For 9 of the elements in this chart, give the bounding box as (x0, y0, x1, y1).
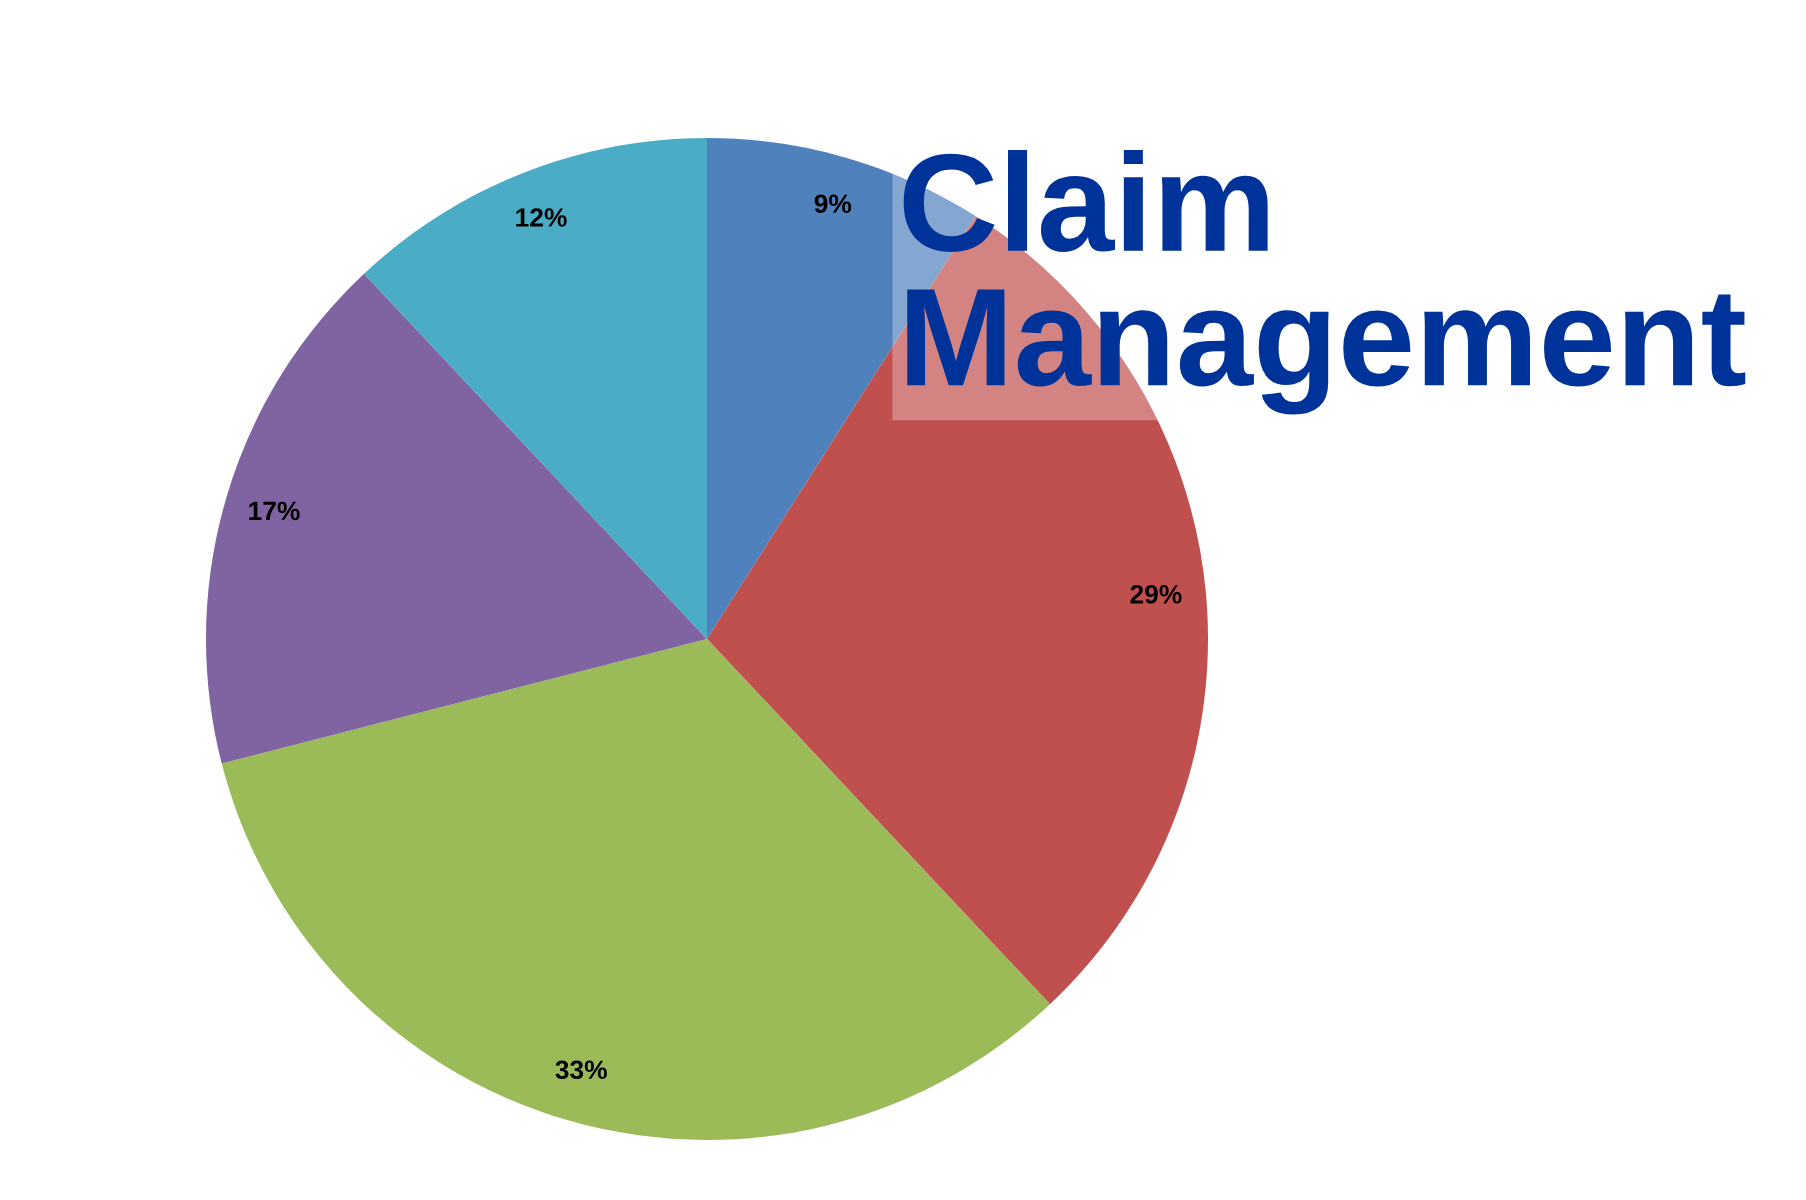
data-label: 12% (516, 208, 567, 227)
data-label: 17% (249, 501, 300, 521)
pie-slice (206, 273, 707, 764)
data-label: 29% (1130, 584, 1182, 604)
pie-slice (364, 138, 707, 639)
text: Claim Management (903, 150, 1746, 415)
pie-slice (221, 639, 1050, 1140)
data-label: 33% (555, 1060, 607, 1080)
data-label: 9% (814, 194, 852, 214)
